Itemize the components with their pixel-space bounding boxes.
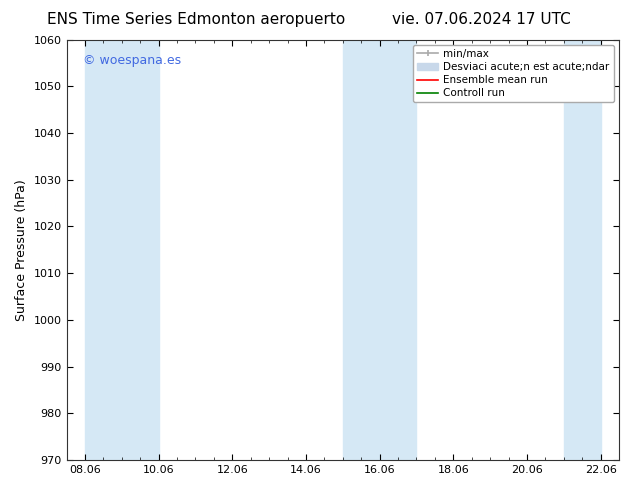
Legend: min/max, Desviaci acute;n est acute;ndar, Ensemble mean run, Controll run: min/max, Desviaci acute;n est acute;ndar…: [413, 45, 614, 102]
Text: vie. 07.06.2024 17 UTC: vie. 07.06.2024 17 UTC: [392, 12, 571, 27]
Text: © woespana.es: © woespana.es: [83, 54, 181, 67]
Text: ENS Time Series Edmonton aeropuerto: ENS Time Series Edmonton aeropuerto: [48, 12, 346, 27]
Bar: [343, 40, 380, 460]
Y-axis label: Surface Pressure (hPa): Surface Pressure (hPa): [15, 179, 28, 321]
Bar: [380, 40, 417, 460]
Bar: [122, 40, 158, 460]
Bar: [85, 40, 122, 460]
Bar: [564, 40, 600, 460]
